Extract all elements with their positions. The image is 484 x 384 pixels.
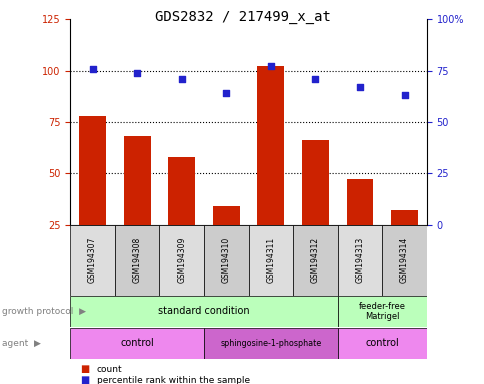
Bar [248, 225, 292, 296]
Bar [257, 66, 284, 225]
Text: ■: ■ [80, 375, 89, 384]
Text: GSM194308: GSM194308 [133, 237, 141, 283]
Text: sphingosine-1-phosphate: sphingosine-1-phosphate [220, 339, 321, 348]
Text: GSM194310: GSM194310 [221, 237, 230, 283]
Text: control: control [364, 338, 398, 348]
Bar [381, 225, 426, 296]
Point [266, 63, 274, 70]
Bar [302, 141, 328, 225]
Text: percentile rank within the sample: percentile rank within the sample [97, 376, 250, 384]
Bar [79, 116, 106, 225]
Bar [390, 210, 417, 225]
Bar [204, 328, 337, 359]
Bar [70, 328, 204, 359]
Bar [168, 157, 195, 225]
Text: growth protocol  ▶: growth protocol ▶ [2, 307, 86, 316]
Bar [337, 225, 381, 296]
Text: ■: ■ [80, 364, 89, 374]
Bar [337, 296, 426, 327]
Bar [292, 225, 337, 296]
Point [178, 76, 185, 82]
Bar [115, 225, 159, 296]
Bar [337, 328, 426, 359]
Text: standard condition: standard condition [158, 306, 249, 316]
Point [222, 90, 230, 96]
Point [89, 65, 96, 71]
Point [400, 92, 408, 98]
Text: agent  ▶: agent ▶ [2, 339, 41, 348]
Bar [346, 179, 373, 225]
Bar [70, 296, 337, 327]
Text: control: control [120, 338, 154, 348]
Text: GSM194309: GSM194309 [177, 237, 186, 283]
Text: GSM194307: GSM194307 [88, 237, 97, 283]
Text: GSM194312: GSM194312 [310, 237, 319, 283]
Bar [159, 225, 204, 296]
Text: GSM194311: GSM194311 [266, 237, 275, 283]
Text: GSM194314: GSM194314 [399, 237, 408, 283]
Text: feeder-free
Matrigel: feeder-free Matrigel [358, 302, 405, 321]
Bar [204, 225, 248, 296]
Point [133, 70, 141, 76]
Point [355, 84, 363, 90]
Point [311, 76, 318, 82]
Bar [70, 225, 115, 296]
Text: GDS2832 / 217499_x_at: GDS2832 / 217499_x_at [154, 10, 330, 23]
Text: GSM194313: GSM194313 [355, 237, 363, 283]
Bar [123, 136, 150, 225]
Bar [212, 206, 239, 225]
Text: count: count [97, 365, 122, 374]
